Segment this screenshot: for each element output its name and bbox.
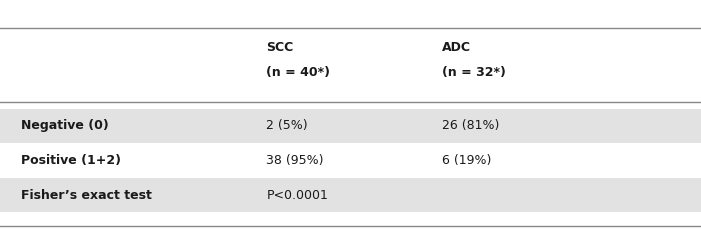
Bar <box>0 144 701 177</box>
Bar <box>0 109 701 143</box>
Text: 6 (19%): 6 (19%) <box>442 154 491 167</box>
Bar <box>0 178 701 212</box>
Text: Positive (1+2): Positive (1+2) <box>21 154 121 167</box>
Text: P<0.0001: P<0.0001 <box>266 189 328 202</box>
Text: 38 (95%): 38 (95%) <box>266 154 324 167</box>
Text: (n = 32*): (n = 32*) <box>442 66 505 79</box>
Text: ADC: ADC <box>442 41 470 54</box>
Text: 26 (81%): 26 (81%) <box>442 119 499 132</box>
Text: Negative (0): Negative (0) <box>21 119 109 132</box>
Text: SCC: SCC <box>266 41 294 54</box>
Text: Fisher’s exact test: Fisher’s exact test <box>21 189 152 202</box>
Text: 2 (5%): 2 (5%) <box>266 119 308 132</box>
Text: (n = 40*): (n = 40*) <box>266 66 330 79</box>
